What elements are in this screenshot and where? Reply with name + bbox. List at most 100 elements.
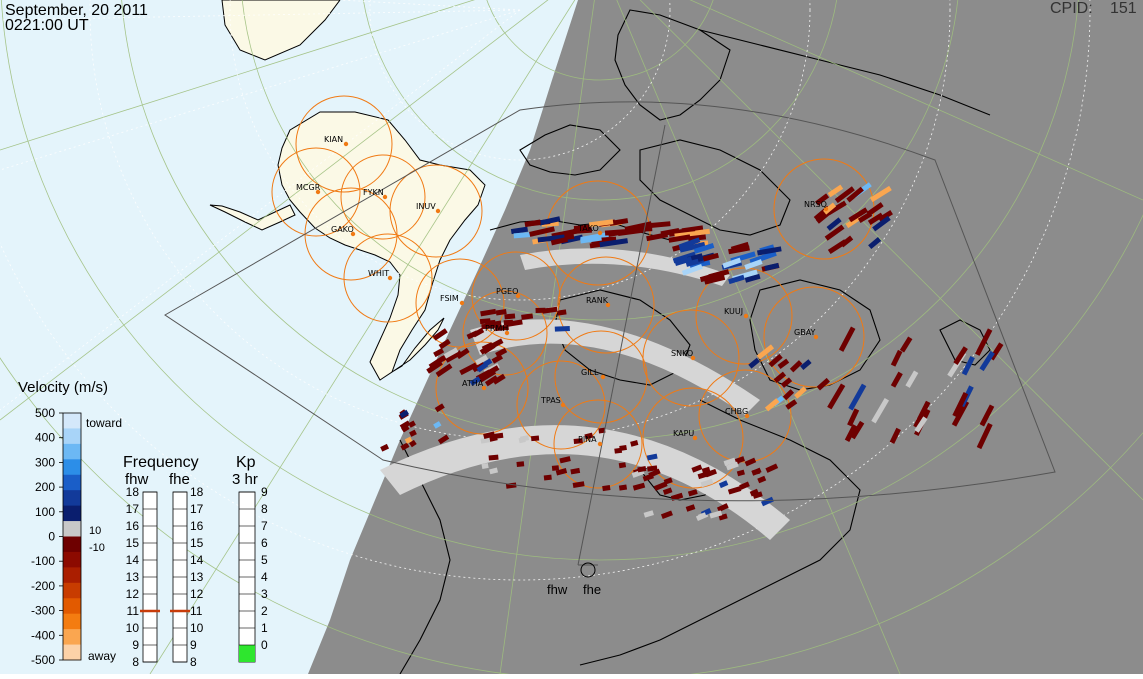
frequency-tick-left: 14 bbox=[126, 553, 140, 567]
date-label: September, 20 2011 bbox=[5, 3, 148, 18]
velocity-color-swatch bbox=[63, 413, 81, 429]
velocity-vector bbox=[720, 483, 727, 486]
velocity-vector bbox=[672, 495, 683, 498]
frequency-tick-left: 9 bbox=[132, 638, 139, 652]
kp-tick-label: 4 bbox=[261, 570, 268, 584]
velocity-tick-label: 400 bbox=[35, 431, 55, 445]
velocity-vector bbox=[633, 485, 644, 488]
kp-tick-label: 6 bbox=[261, 536, 268, 550]
station-label-whit: WHIT bbox=[368, 269, 389, 278]
velocity-vector bbox=[525, 222, 541, 225]
kp-tick-label: 0 bbox=[261, 638, 268, 652]
kp-scale-title: Kp bbox=[236, 454, 256, 471]
velocity-vector bbox=[508, 322, 523, 324]
frequency-tick-left: 15 bbox=[126, 536, 140, 550]
station-label-snko: SNKO bbox=[671, 349, 693, 358]
velocity-vector bbox=[605, 231, 629, 233]
station-label-rank: RANK bbox=[586, 296, 609, 305]
velocity-vector bbox=[542, 309, 557, 311]
frequency-tick-left: 12 bbox=[126, 587, 140, 601]
velocity-color-swatch bbox=[63, 583, 81, 599]
velocity-vector bbox=[505, 316, 515, 317]
frequency-tick-left: 18 bbox=[126, 485, 140, 499]
velocity-vector bbox=[482, 465, 488, 466]
velocity-vector bbox=[753, 494, 762, 497]
frequency-scale-title: Frequency bbox=[123, 454, 199, 471]
velocity-color-bar bbox=[63, 413, 81, 661]
kp-scale-subtitle: 3 hr bbox=[232, 471, 258, 488]
station-dot-inuv bbox=[436, 209, 440, 213]
velocity-vector bbox=[402, 445, 409, 449]
station-label-fykn: FYKN bbox=[363, 188, 384, 197]
velocity-vector bbox=[631, 442, 638, 444]
velocity-tick-label: 100 bbox=[35, 505, 55, 519]
velocity-vector bbox=[580, 238, 601, 241]
velocity-tick-label: 0 bbox=[48, 530, 55, 544]
station-label-prmh: PRMH bbox=[485, 324, 508, 333]
velocity-vector bbox=[571, 470, 580, 472]
velocity-vector bbox=[619, 465, 626, 466]
velocity-color-swatch bbox=[63, 552, 81, 568]
kp-tick-label: 1 bbox=[261, 621, 268, 635]
velocity-vector bbox=[514, 235, 531, 236]
velocity-vector bbox=[521, 316, 532, 317]
velocity-vector bbox=[765, 265, 779, 268]
cpid-label: CPID: bbox=[1050, 1, 1093, 16]
frequency-tick-left: 13 bbox=[126, 570, 140, 584]
frequency-tick-left: 11 bbox=[127, 604, 140, 618]
velocity-vector bbox=[493, 435, 503, 436]
station-label-gako: GAKO bbox=[331, 225, 354, 234]
velocity-color-swatch bbox=[63, 428, 81, 444]
kp-tick-label: 5 bbox=[261, 553, 268, 567]
station-label-gbay: GBAY bbox=[794, 328, 816, 337]
velocity-color-swatch bbox=[63, 567, 81, 583]
velocity-vector bbox=[729, 488, 741, 492]
radar-label-fhw: fhw bbox=[547, 582, 568, 597]
velocity-vector bbox=[758, 478, 765, 481]
station-label-chbg: CHBG bbox=[725, 407, 748, 416]
velocity-vector bbox=[551, 239, 567, 243]
velocity-vector bbox=[517, 464, 524, 465]
velocity-vector bbox=[736, 459, 745, 462]
frequency-tick-right: 8 bbox=[190, 655, 197, 669]
kp-tick-label: 3 bbox=[261, 587, 268, 601]
station-label-atha: ATHA bbox=[462, 379, 484, 388]
velocity-tick-label: -400 bbox=[31, 628, 55, 642]
frequency-right-label: fhe bbox=[169, 471, 190, 488]
station-dot-kuuj bbox=[744, 314, 748, 318]
station-label-fsim: FSIM bbox=[440, 294, 459, 303]
frequency-tick-left: 10 bbox=[126, 621, 140, 635]
velocity-color-swatch bbox=[63, 444, 81, 460]
kp-tick-label: 2 bbox=[261, 604, 268, 618]
velocity-color-swatch bbox=[63, 506, 81, 522]
station-label-pina: PINA bbox=[578, 435, 597, 444]
velocity-tick-label: -100 bbox=[31, 554, 55, 568]
velocity-vector bbox=[555, 328, 570, 329]
station-dot-kian bbox=[344, 142, 348, 146]
velocity-vector bbox=[644, 513, 653, 516]
velocity-tick-label: 300 bbox=[35, 455, 55, 469]
velocity-tick-label: -500 bbox=[31, 653, 55, 667]
velocity-vector bbox=[481, 311, 496, 314]
station-label-tpas: TPAS bbox=[540, 396, 561, 405]
velocity-vector bbox=[710, 513, 721, 516]
velocity-vector bbox=[686, 507, 694, 510]
velocity-color-swatch bbox=[63, 645, 81, 661]
velocity-vector bbox=[481, 440, 490, 442]
velocity-color-swatch bbox=[63, 490, 81, 506]
velocity-color-swatch bbox=[63, 629, 81, 645]
frequency-tick-right: 15 bbox=[190, 536, 204, 550]
station-dot-gill bbox=[601, 375, 605, 379]
station-label-gill: GILL bbox=[581, 368, 599, 377]
velocity-vector bbox=[381, 446, 388, 449]
velocity-vector bbox=[496, 312, 506, 313]
velocity-vector bbox=[647, 456, 657, 458]
velocity-color-swatch bbox=[63, 521, 81, 537]
station-label-inuv: INUV bbox=[416, 202, 436, 211]
velocity-vector bbox=[573, 484, 584, 486]
frequency-tick-right: 10 bbox=[190, 621, 204, 635]
velocity-color-swatch bbox=[63, 459, 81, 475]
velocity-vector bbox=[692, 467, 701, 471]
velocity-vector bbox=[511, 229, 527, 231]
